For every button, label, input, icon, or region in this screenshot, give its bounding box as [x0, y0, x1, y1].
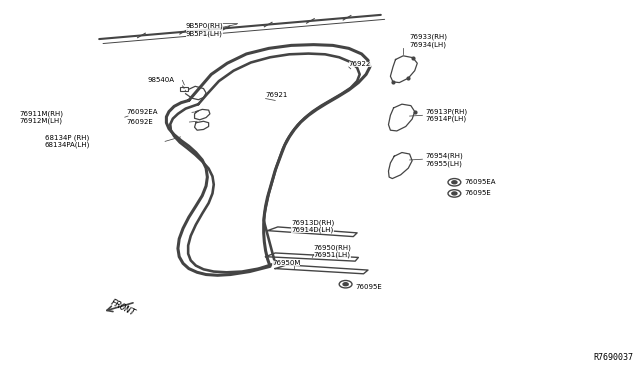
Text: FRONT: FRONT	[109, 298, 137, 318]
Text: 76092EA: 76092EA	[127, 109, 158, 115]
Text: 76954(RH)
76955(LH): 76954(RH) 76955(LH)	[426, 153, 463, 167]
Text: 76913P(RH)
76914P(LH): 76913P(RH) 76914P(LH)	[426, 108, 468, 122]
Text: 98540A: 98540A	[147, 77, 174, 83]
Bar	[180, 87, 188, 91]
Text: 76933(RH)
76934(LH): 76933(RH) 76934(LH)	[410, 34, 447, 48]
Text: 68134P (RH)
68134PA(LH): 68134P (RH) 68134PA(LH)	[45, 134, 90, 148]
Text: 76095EA: 76095EA	[464, 179, 495, 185]
Text: 76092E: 76092E	[127, 119, 154, 125]
Text: 76911M(RH)
76912M(LH): 76911M(RH) 76912M(LH)	[19, 110, 63, 124]
Text: 76913D(RH)
76914D(LH): 76913D(RH) 76914D(LH)	[291, 219, 335, 233]
Text: 76950M: 76950M	[272, 260, 300, 266]
Text: R7690037: R7690037	[594, 353, 634, 362]
Circle shape	[452, 181, 457, 184]
Text: 76950(RH)
76951(LH): 76950(RH) 76951(LH)	[314, 244, 351, 259]
Text: 9B5P0(RH)
9B5P1(LH): 9B5P0(RH) 9B5P1(LH)	[186, 23, 223, 37]
Circle shape	[452, 192, 457, 195]
Text: 76922: 76922	[349, 61, 371, 67]
Circle shape	[343, 283, 348, 286]
Text: 76095E: 76095E	[464, 190, 491, 196]
Text: 76095E: 76095E	[356, 284, 383, 290]
Text: 76921: 76921	[266, 93, 288, 99]
